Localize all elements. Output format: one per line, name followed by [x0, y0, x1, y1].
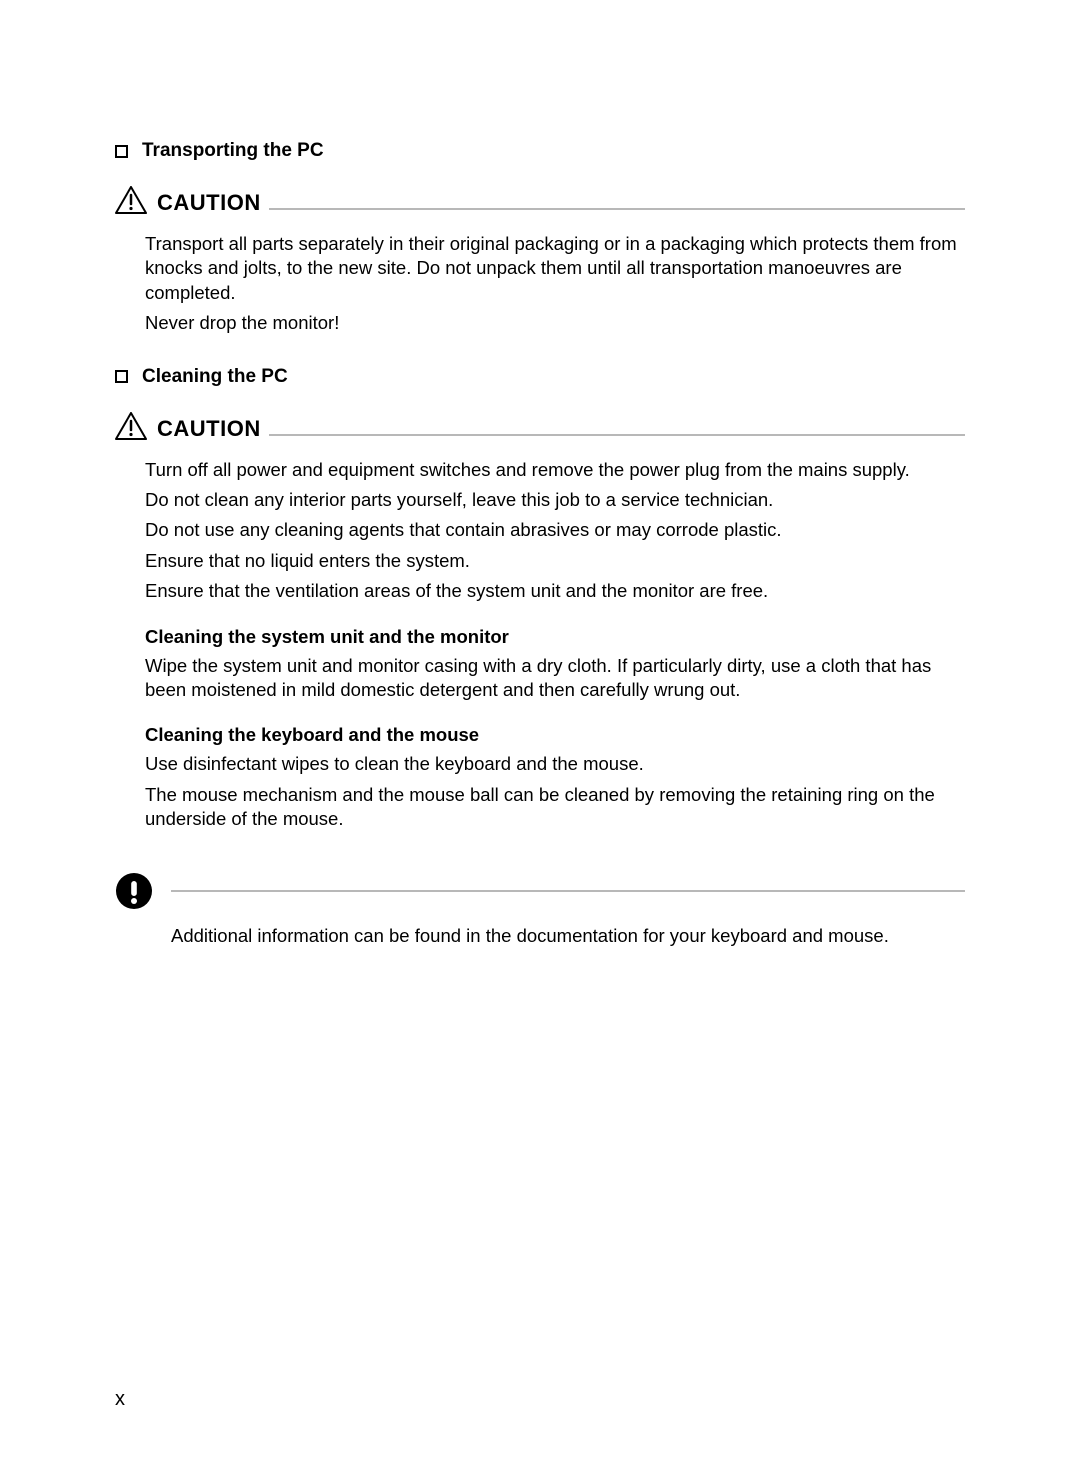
info-row — [115, 872, 965, 910]
para: Do not clean any interior parts yourself… — [145, 488, 965, 512]
para: Do not use any cleaning agents that cont… — [145, 518, 965, 542]
para: Transport all parts separately in their … — [145, 232, 965, 305]
para: Use disinfectant wipes to clean the keyb… — [145, 752, 965, 776]
caution-rule — [269, 434, 965, 436]
warning-icon — [115, 412, 147, 440]
para: The mouse mechanism and the mouse ball c… — [145, 783, 965, 832]
caution-row-1: CAUTION — [115, 186, 965, 214]
section-heading-transporting: Transporting the PC — [115, 140, 965, 162]
section-heading-cleaning: Cleaning the PC — [115, 366, 965, 388]
caution-label: CAUTION — [157, 418, 261, 440]
para: Ensure that no liquid enters the system. — [145, 549, 965, 573]
warning-icon — [115, 186, 147, 214]
info-rule — [171, 890, 965, 892]
caution-rule — [269, 208, 965, 210]
subheading-keyboard-mouse: Cleaning the keyboard and the mouse — [145, 724, 965, 746]
caution-label: CAUTION — [157, 192, 261, 214]
heading-text: Cleaning the PC — [142, 366, 288, 388]
bullet-icon — [115, 370, 128, 383]
info-icon — [115, 872, 153, 910]
para: Turn off all power and equipment switche… — [145, 458, 965, 482]
caution-row-2: CAUTION — [115, 412, 965, 440]
subheading-system-unit: Cleaning the system unit and the monitor — [145, 626, 965, 648]
section1-body: Transport all parts separately in their … — [115, 232, 965, 336]
para: Wipe the system unit and monitor casing … — [145, 654, 965, 703]
heading-text: Transporting the PC — [142, 140, 324, 162]
section2-body: Turn off all power and equipment switche… — [115, 458, 965, 604]
info-note-text: Additional information can be found in t… — [171, 924, 965, 948]
bullet-icon — [115, 145, 128, 158]
para: Never drop the monitor! — [145, 311, 965, 335]
para: Ensure that the ventilation areas of the… — [145, 579, 965, 603]
page-number: x — [115, 1388, 125, 1411]
